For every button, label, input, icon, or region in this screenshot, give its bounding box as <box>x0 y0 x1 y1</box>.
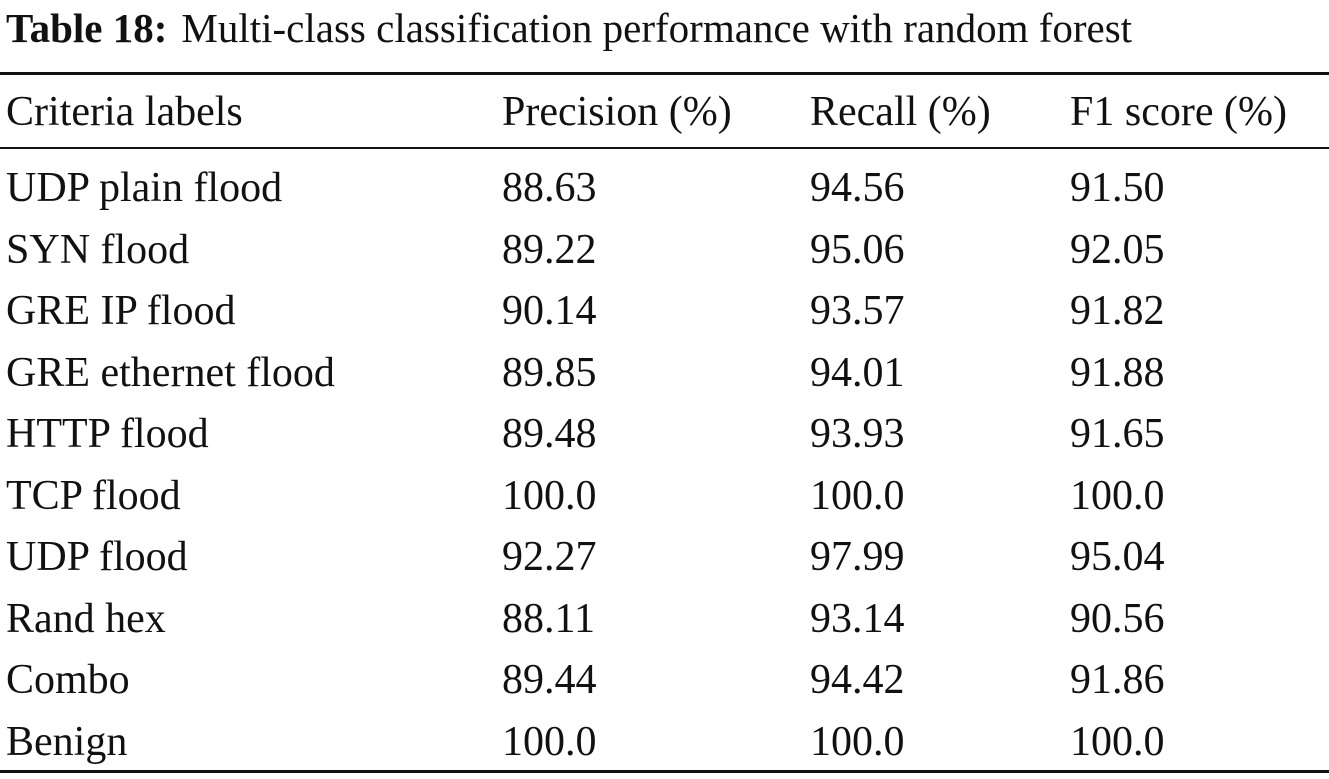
f1-value: 100.0 <box>1070 718 1165 765</box>
recall-value: 94.01 <box>810 349 905 396</box>
row-label: UDP flood <box>6 534 188 580</box>
top-rule <box>0 72 1329 75</box>
recall-value: 100.0 <box>810 718 905 765</box>
recall-value: 97.99 <box>810 534 905 580</box>
f1-value: 91.86 <box>1070 657 1165 703</box>
header-criteria-labels: Criteria labels <box>6 89 243 135</box>
table-row: UDP plain flood 88.63 94.56 91.50 <box>0 158 1329 218</box>
f1-value: 91.82 <box>1070 288 1165 334</box>
table-row: Rand hex 88.11 93.14 90.56 <box>0 589 1329 649</box>
f1-value: 91.50 <box>1070 165 1165 211</box>
table-row: Combo 89.44 94.42 91.86 <box>0 650 1329 710</box>
bottom-rule <box>0 770 1329 773</box>
f1-value: 92.05 <box>1070 226 1165 273</box>
recall-value: 93.14 <box>810 595 905 642</box>
row-label: SYN flood <box>6 226 190 273</box>
header-f1-score: F1 score (%) <box>1070 89 1287 135</box>
precision-value: 88.63 <box>502 165 597 211</box>
f1-value: 91.65 <box>1070 411 1165 457</box>
f1-value: 91.88 <box>1070 349 1165 396</box>
row-label: HTTP flood <box>6 411 209 457</box>
table-row: TCP flood 100.0 100.0 100.0 <box>0 466 1329 526</box>
precision-value: 100.0 <box>502 718 597 765</box>
f1-value: 95.04 <box>1070 534 1165 580</box>
recall-value: 95.06 <box>810 226 905 273</box>
header-precision: Precision (%) <box>502 89 732 135</box>
table-row: UDP flood 92.27 97.99 95.04 <box>0 527 1329 587</box>
precision-value: 88.11 <box>502 595 595 642</box>
precision-value: 92.27 <box>502 534 597 580</box>
header-recall: Recall (%) <box>810 89 991 135</box>
recall-value: 94.56 <box>810 165 905 211</box>
precision-value: 89.22 <box>502 226 597 273</box>
table-row: Benign 100.0 100.0 100.0 <box>0 712 1329 772</box>
row-label: UDP plain flood <box>6 165 283 211</box>
recall-value: 100.0 <box>810 472 905 519</box>
header-rule <box>0 147 1329 149</box>
table-header-row: Criteria labels Precision (%) Recall (%)… <box>0 82 1329 142</box>
recall-value: 93.93 <box>810 411 905 457</box>
precision-value: 89.48 <box>502 411 597 457</box>
precision-value: 89.85 <box>502 349 597 396</box>
table-row: GRE ethernet flood 89.85 94.01 91.88 <box>0 343 1329 403</box>
precision-value: 89.44 <box>502 657 597 703</box>
f1-value: 90.56 <box>1070 595 1165 642</box>
row-label: Combo <box>6 657 130 703</box>
row-label: TCP flood <box>6 472 181 519</box>
table-caption: Table 18: Multi-class classification perf… <box>6 2 1326 54</box>
table-row: SYN flood 89.22 95.06 92.05 <box>0 220 1329 280</box>
row-label: GRE ethernet flood <box>6 349 335 396</box>
table-row: HTTP flood 89.48 93.93 91.65 <box>0 404 1329 464</box>
f1-value: 100.0 <box>1070 472 1165 519</box>
table-row: GRE IP flood 90.14 93.57 91.82 <box>0 281 1329 341</box>
row-label: Benign <box>6 718 128 765</box>
row-label: GRE IP flood <box>6 288 236 334</box>
row-label: Rand hex <box>6 595 166 642</box>
precision-value: 90.14 <box>502 288 597 334</box>
recall-value: 94.42 <box>810 657 905 703</box>
precision-value: 100.0 <box>502 472 597 519</box>
table-number: Table 18: <box>6 5 168 51</box>
table-title: Multi-class classification performance w… <box>181 5 1133 51</box>
recall-value: 93.57 <box>810 288 905 334</box>
